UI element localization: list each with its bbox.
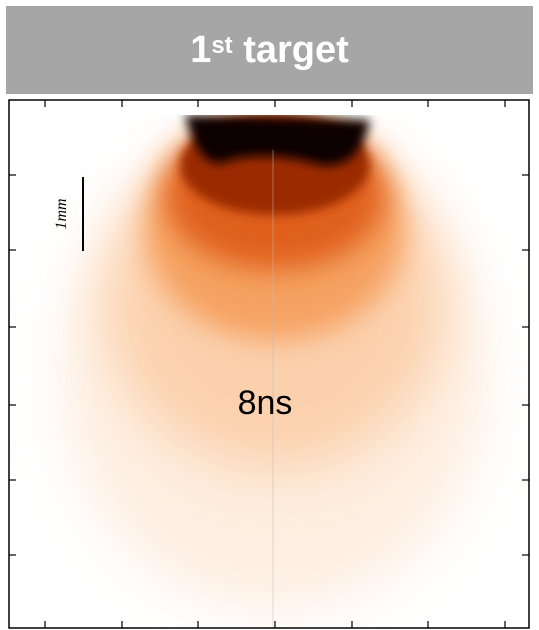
time-label: 8ns <box>238 384 293 422</box>
panel: 1mm 8ns <box>0 0 539 630</box>
page: 1st target <box>0 0 539 630</box>
scale-label: 1mm <box>53 198 70 229</box>
plume <box>65 100 485 628</box>
